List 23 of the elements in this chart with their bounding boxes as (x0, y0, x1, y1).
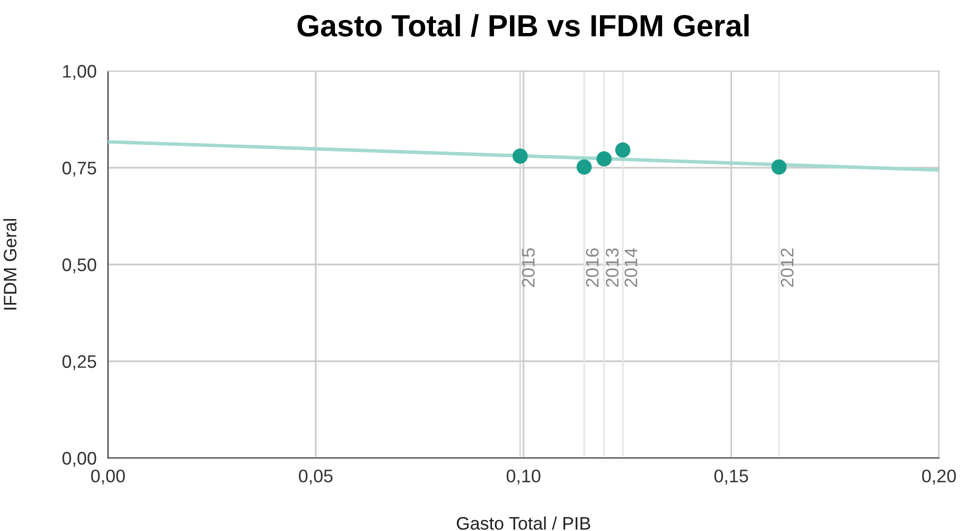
x-tick-label: 0,00 (91, 470, 125, 485)
x-tick-label: 0,15 (714, 470, 748, 485)
x-axis-title: Gasto Total / PIB (456, 516, 590, 530)
annotation: 2015 (522, 248, 535, 287)
chart-title: Gasto Total / PIB vs IFDM Geral (298, 14, 749, 37)
point (512, 148, 528, 164)
x-tick-label: 0,10 (506, 470, 540, 485)
annotation: 2016 (586, 248, 599, 287)
y-tick-label: 0,25 (62, 355, 96, 370)
point (771, 159, 787, 175)
annotation: 2014 (624, 248, 638, 287)
annotation: 2013 (606, 248, 619, 287)
y-tick-label: 0,50 (62, 258, 96, 274)
x-tick-label: 0,20 (922, 470, 956, 485)
x-tick-label: 0,05 (298, 470, 333, 485)
point (596, 151, 612, 166)
y-axis-title: IFDM Geral (3, 219, 17, 310)
annotation: 2012 (780, 248, 794, 287)
y-tick-label: 0,75 (62, 162, 96, 177)
point (576, 159, 592, 175)
point (615, 142, 630, 158)
y-tick-label: 1,00 (63, 64, 96, 80)
y-tick-label: 0,00 (62, 452, 96, 467)
